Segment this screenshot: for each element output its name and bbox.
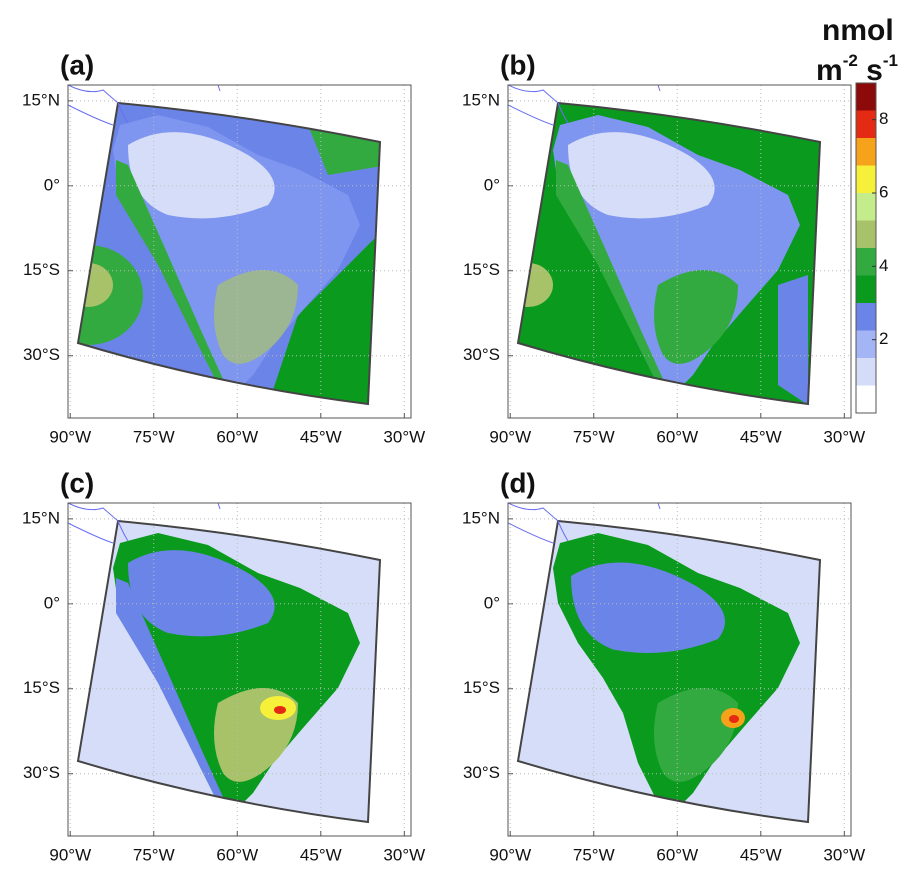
colorbar-box [856, 248, 876, 276]
unit-part: -2 [843, 51, 858, 70]
unit-part: m [816, 54, 843, 87]
y-tick-label: 15°N [462, 90, 500, 109]
panel-label: (d) [500, 467, 536, 498]
panel-label: (b) [500, 49, 536, 80]
ocean-region [778, 275, 808, 404]
x-tick-label: 75°W [133, 427, 175, 446]
colorbar-frame [855, 82, 877, 414]
land-region [729, 715, 739, 723]
unit-part: -1 [883, 51, 898, 70]
colorbar-box [856, 385, 876, 413]
y-tick-label: 15°S [463, 260, 500, 279]
panel-label: (a) [60, 49, 94, 80]
x-tick-label: 45°W [740, 845, 782, 864]
x-tick-label: 30°W [823, 427, 865, 446]
axes-frame [67, 502, 412, 837]
colorbar-box [856, 138, 876, 166]
y-tick-label: 0° [484, 175, 500, 194]
ocean-region [268, 235, 378, 404]
y-tick-label: 0° [484, 593, 500, 612]
axes-frame [67, 84, 412, 419]
x-tick-label: 75°W [573, 427, 615, 446]
panel: 15°N 0° 15°S 30°S 90°W 75°W 60°W 45°W 30°W (d) [462, 467, 865, 864]
colorbar: nmol m-2 s-1 2 4 6 8 [816, 14, 898, 414]
x-tick-label: 90°W [49, 427, 91, 446]
colorbar-box [856, 165, 876, 193]
x-tick-label: 45°W [300, 845, 342, 864]
panel: 15°N 0° 15°S 30°S 90°W 75°W 60°W 45°W 30°W (b) [462, 49, 865, 446]
axes-frame [507, 502, 852, 837]
colorbar-box [856, 330, 876, 358]
panel: 15°N 0° 15°S 30°S 90°W 75°W 60°W 45°W 30°W (c) [22, 467, 425, 864]
unit-part: s [858, 54, 883, 87]
land-region [274, 706, 286, 714]
y-tick-label: 15°N [22, 508, 60, 527]
x-tick-label: 30°W [383, 427, 425, 446]
colorbar-box [856, 110, 876, 138]
x-tick-label: 60°W [216, 427, 258, 446]
colorbar-box [856, 193, 876, 221]
colorbar-tick-label: 8 [879, 109, 888, 128]
colorbar-tick-label: 6 [879, 182, 888, 201]
y-tick-label: 15°N [462, 508, 500, 527]
panel-label: (c) [60, 467, 94, 498]
axes-frame [507, 84, 852, 419]
x-tick-label: 60°W [216, 845, 258, 864]
colorbar-box [856, 275, 876, 303]
x-tick-label: 45°W [740, 427, 782, 446]
colorbar-tick-label: 2 [879, 329, 888, 348]
y-tick-label: 30°S [23, 345, 60, 364]
x-tick-label: 90°W [489, 427, 531, 446]
y-tick-label: 30°S [23, 763, 60, 782]
x-tick-label: 90°W [49, 845, 91, 864]
y-tick-label: 15°N [22, 90, 60, 109]
colorbar-tick-label: 4 [879, 256, 888, 275]
x-tick-label: 75°W [573, 845, 615, 864]
x-tick-label: 30°W [823, 845, 865, 864]
colorbar-title: nmol [822, 14, 894, 47]
x-tick-label: 60°W [656, 845, 698, 864]
colorbar-box [856, 83, 876, 111]
y-tick-label: 0° [44, 593, 60, 612]
colorbar-box [856, 303, 876, 331]
x-tick-label: 60°W [656, 427, 698, 446]
y-tick-label: 30°S [463, 345, 500, 364]
colorbar-box [856, 358, 876, 386]
y-tick-label: 30°S [463, 763, 500, 782]
y-tick-label: 15°S [463, 678, 500, 697]
colorbar-unit: m-2 s-1 [816, 51, 898, 86]
colorbar-box [856, 220, 876, 248]
y-tick-label: 0° [44, 175, 60, 194]
x-tick-label: 90°W [489, 845, 531, 864]
y-tick-label: 15°S [23, 260, 60, 279]
y-tick-label: 15°S [23, 678, 60, 697]
x-tick-label: 30°W [383, 845, 425, 864]
x-tick-label: 75°W [133, 845, 175, 864]
panel: 15°N 0° 15°S 30°S 90°W 75°W 60°W 45°W 30°W (a) [22, 49, 425, 446]
x-tick-label: 45°W [300, 427, 342, 446]
